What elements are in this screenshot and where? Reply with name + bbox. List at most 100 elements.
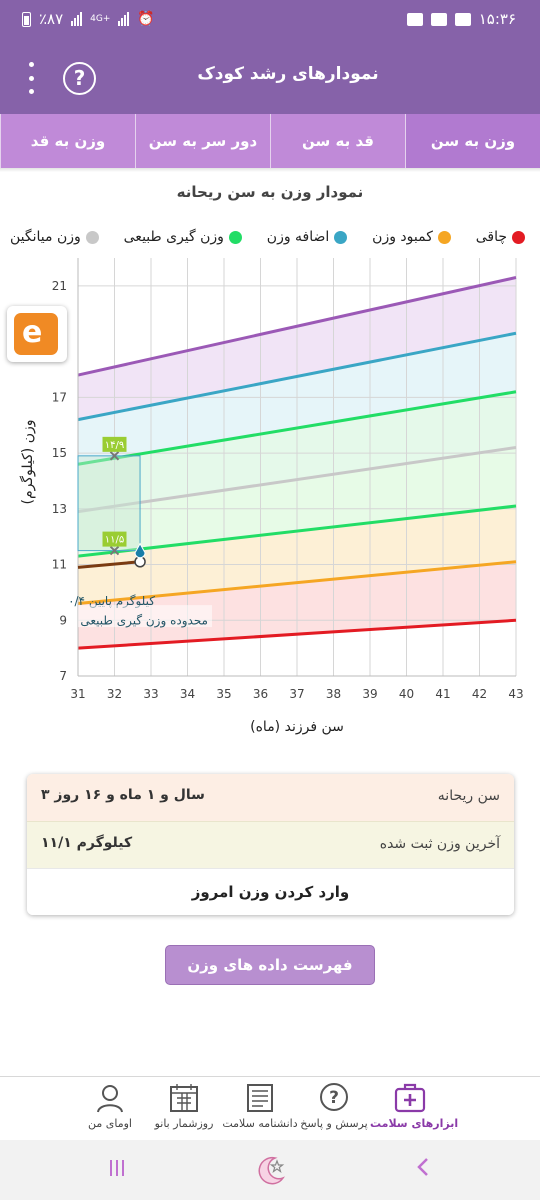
app-header: ? نمودارهای رشد کودک <box>0 40 540 114</box>
tab-weight-for-age[interactable]: وزن به سن <box>405 114 540 168</box>
x-tick-label: 43 <box>508 687 523 701</box>
bottom-nav: ابزارهای سلامت ? پرسش و پاسخ دانشنامه سل… <box>0 1076 540 1140</box>
legend-label: وزن میانگین <box>10 229 81 245</box>
last-weight-value: ۱۱/۱ کیلوگرم <box>41 835 133 851</box>
range-marker <box>109 545 120 556</box>
y-tick-label: 17 <box>52 390 67 404</box>
range-marker-label: ۱۱/۵ <box>105 535 124 546</box>
network-type: 4G+ <box>90 14 111 24</box>
more-menu-icon[interactable] <box>22 62 40 94</box>
percentile-curve <box>77 276 517 377</box>
legend-dot <box>228 230 242 244</box>
legend-item-obesity: چاقی <box>476 226 525 248</box>
enter-weight-label: وارد کردن وزن امروز <box>191 883 350 901</box>
question-icon: ? <box>320 1083 348 1111</box>
battery-level: ٪۸۷ <box>39 10 64 28</box>
folder-icon <box>406 12 423 26</box>
nav-questions[interactable]: ? پرسش و پاسخ <box>298 1081 370 1130</box>
signal-icon <box>71 12 83 26</box>
image-icon <box>454 12 471 26</box>
legend-dot <box>437 230 451 244</box>
signal-icon-2 <box>118 12 130 26</box>
profile-icon <box>97 1085 123 1113</box>
enter-weight-button[interactable]: وارد کردن وزن امروز <box>27 868 514 915</box>
weight-chart[interactable]: 31 32 33 34 35 36 37 38 39 40 41 42 43 7 9 11 13 15 17 21 سن… <box>0 258 540 748</box>
page-title: نمودارهای رشد کودک <box>197 64 379 84</box>
y-tick-label: 9 <box>59 613 67 627</box>
nav-health-tools[interactable]: ابزارهای سلامت <box>370 1081 459 1130</box>
range-marker-badge <box>102 531 127 547</box>
legend-item-overweight: اضافه وزن <box>267 226 348 248</box>
recent-apps-icon[interactable] <box>110 1160 124 1176</box>
annotation-below-range: ۰/۴ کیلوگرم پایین <box>68 594 155 609</box>
info-card: سن ریحانه ۳ سال و ۱ ماه و ۱۶ روز آخرین و… <box>27 774 514 915</box>
home-moon-icon[interactable] <box>253 1152 289 1188</box>
nav-label: ابزارهای سلامت <box>370 1117 459 1130</box>
x-tick-label: 31 <box>70 687 85 701</box>
x-tick-label: 40 <box>399 687 414 701</box>
annotation-background <box>78 605 212 628</box>
app-logo-icon[interactable] <box>7 306 67 362</box>
x-tick-label: 38 <box>326 687 341 701</box>
child-weight-pin <box>134 542 146 559</box>
legend-dot <box>85 230 99 244</box>
legend-item-underweight: کمبود وزن <box>372 226 451 248</box>
status-bar: ٪۸۷ 4G+ ⏰ ۱۵:۳۶ <box>0 0 540 40</box>
svg-text:?: ? <box>329 1088 339 1108</box>
last-weight-row: آخرین وزن ثبت شده ۱۱/۱ کیلوگرم <box>27 821 514 868</box>
nav-profile[interactable]: اومای من <box>74 1081 146 1130</box>
tab-height-for-age[interactable]: قد به سن <box>270 114 405 168</box>
clock-time: ۱۵:۳۶ <box>478 10 516 28</box>
alarm-icon: ⏰ <box>137 11 155 27</box>
status-left: ٪۸۷ 4G+ ⏰ <box>22 10 155 28</box>
x-tick-label: 35 <box>216 687 231 701</box>
range-marker-badge <box>102 436 127 452</box>
calendar-icon <box>170 1084 198 1112</box>
x-tick-label: 34 <box>180 687 195 701</box>
age-row: سن ریحانه ۳ سال و ۱ ماه و ۱۶ روز <box>27 774 514 821</box>
annotation-normal-range: محدوده وزن گیری طبیعی <box>80 613 208 628</box>
y-tick-label: 15 <box>52 446 67 460</box>
x-tick-label: 32 <box>107 687 122 701</box>
x-tick-label: 37 <box>289 687 304 701</box>
x-tick-label: 41 <box>435 687 450 701</box>
nav-label: روزشمار بانو <box>154 1117 214 1130</box>
y-tick-label: 11 <box>52 558 67 572</box>
range-marker-label: ۱۴/۹ <box>105 440 124 451</box>
nav-label: دانشنامه سلامت <box>222 1117 298 1130</box>
legend-item-average: وزن میانگین <box>10 226 99 248</box>
back-icon[interactable] <box>414 1156 432 1178</box>
age-value: ۳ سال و ۱ ماه و ۱۶ روز <box>41 787 205 803</box>
x-axis-label: سن فرزند (ماه) <box>250 719 344 735</box>
x-tick-label: 36 <box>253 687 268 701</box>
tab-weight-for-height[interactable]: وزن به قد <box>0 114 135 168</box>
nav-encyclopedia[interactable]: دانشنامه سلامت <box>222 1081 298 1130</box>
tab-head-circumference-for-age[interactable]: دور سر به سن <box>135 114 270 168</box>
last-weight-label: آخرین وزن ثبت شده <box>379 836 500 852</box>
chart-title: نمودار وزن به سن ریحانه <box>176 183 364 201</box>
system-nav-bar <box>0 1140 540 1200</box>
percentile-curve <box>77 560 517 606</box>
x-tick-label: 39 <box>362 687 377 701</box>
child-weight-line <box>77 560 141 569</box>
child-weight-point <box>134 555 146 568</box>
range-marker <box>109 451 120 461</box>
nav-label: پرسش و پاسخ <box>300 1117 368 1130</box>
y-tick-label: 13 <box>52 502 67 516</box>
legend-label: چاقی <box>475 229 507 245</box>
legend-item-normal: وزن گیری طبیعی <box>124 226 242 248</box>
nav-calendar[interactable]: روزشمار بانو <box>146 1081 222 1130</box>
x-tick-label: 42 <box>472 687 487 701</box>
help-icon[interactable]: ? <box>63 62 96 95</box>
chart-tabs: وزن به سن قد به سن دور سر به سن وزن به ق… <box>0 114 540 168</box>
battery-icon <box>22 11 31 27</box>
tab-shadow <box>0 168 540 172</box>
legend-dot <box>512 230 525 244</box>
x-tick-label: 33 <box>143 687 158 701</box>
percentile-curve <box>77 504 517 558</box>
encyclopedia-icon <box>247 1084 273 1112</box>
status-right: ۱۵:۳۶ <box>406 10 516 28</box>
legend-dot <box>334 230 348 244</box>
weight-list-button[interactable]: فهرست داده های وزن ریحانه <box>165 945 375 1012</box>
